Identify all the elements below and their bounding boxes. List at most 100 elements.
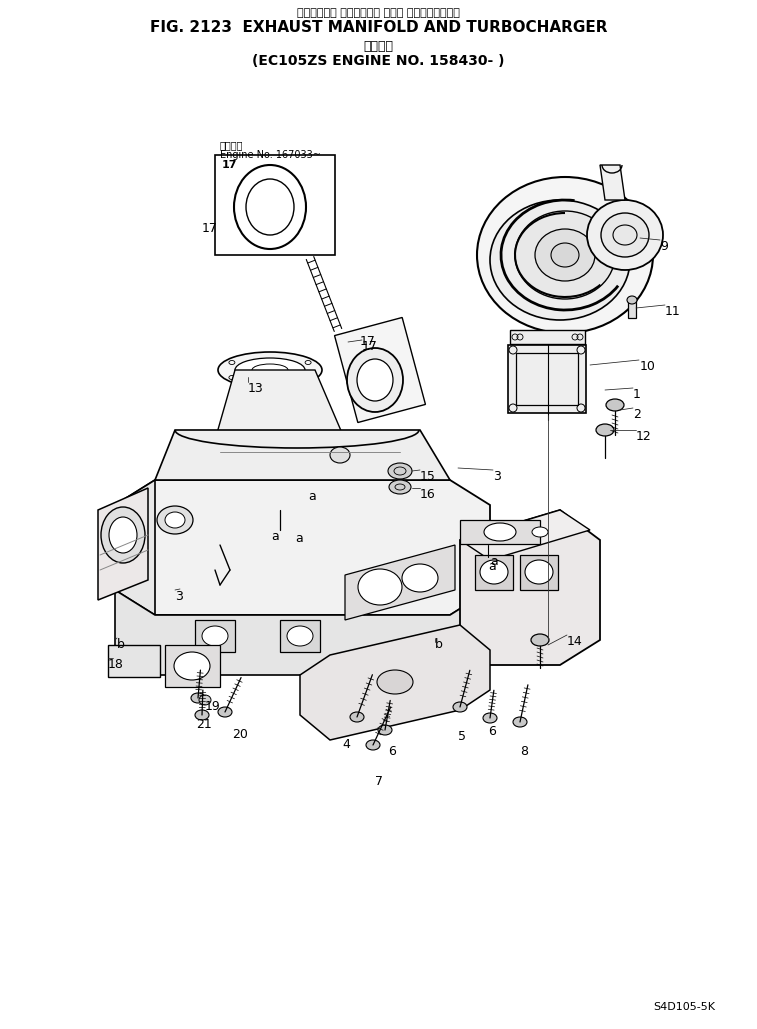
Ellipse shape — [480, 560, 508, 584]
Ellipse shape — [525, 560, 553, 584]
Text: 17: 17 — [202, 222, 218, 235]
Bar — [165, 645, 220, 687]
Ellipse shape — [287, 626, 313, 646]
Text: FIG. 2123  EXHAUST MANIFOLD AND TURBOCHARGER: FIG. 2123 EXHAUST MANIFOLD AND TURBOCHAR… — [150, 20, 607, 35]
Ellipse shape — [234, 165, 306, 249]
Polygon shape — [98, 488, 148, 600]
Text: a: a — [490, 555, 498, 568]
Ellipse shape — [389, 480, 411, 494]
Polygon shape — [225, 465, 345, 500]
Text: 6: 6 — [488, 725, 496, 738]
Polygon shape — [600, 165, 625, 200]
Ellipse shape — [596, 424, 614, 436]
Text: 17: 17 — [360, 335, 376, 348]
Text: 16: 16 — [420, 488, 436, 501]
Polygon shape — [115, 480, 490, 615]
Ellipse shape — [358, 569, 402, 605]
Bar — [195, 620, 235, 652]
Text: a: a — [308, 490, 316, 503]
Ellipse shape — [165, 512, 185, 528]
Text: エキゾースト マニホールド および ターボチャージャ: エキゾースト マニホールド および ターボチャージャ — [297, 8, 460, 17]
Text: 19: 19 — [205, 700, 221, 713]
Text: Engine No. 167033~: Engine No. 167033~ — [220, 150, 321, 159]
Text: 11: 11 — [665, 305, 681, 318]
Ellipse shape — [606, 399, 624, 411]
Text: 2: 2 — [633, 409, 641, 421]
Polygon shape — [300, 625, 490, 740]
Text: 1: 1 — [633, 388, 641, 401]
Text: 17: 17 — [362, 340, 378, 353]
Ellipse shape — [388, 463, 412, 480]
Ellipse shape — [587, 200, 663, 270]
Text: 適用号機: 適用号機 — [220, 140, 244, 150]
Ellipse shape — [483, 713, 497, 723]
Ellipse shape — [218, 707, 232, 717]
Ellipse shape — [347, 348, 403, 412]
Bar — [628, 300, 636, 318]
Bar — [215, 155, 335, 255]
Bar — [228, 497, 253, 512]
Ellipse shape — [366, 740, 380, 750]
Text: 17: 17 — [222, 159, 238, 170]
Bar — [335, 318, 425, 423]
Polygon shape — [115, 590, 490, 675]
Text: 18: 18 — [108, 658, 124, 671]
Ellipse shape — [484, 523, 516, 541]
Ellipse shape — [101, 507, 145, 563]
Text: a: a — [271, 530, 279, 543]
Ellipse shape — [627, 296, 637, 304]
Ellipse shape — [246, 179, 294, 235]
Ellipse shape — [535, 229, 595, 281]
Ellipse shape — [551, 243, 579, 267]
Bar — [108, 645, 160, 677]
Ellipse shape — [532, 527, 548, 537]
Text: a: a — [488, 560, 496, 573]
Ellipse shape — [330, 447, 350, 463]
Text: 15: 15 — [420, 470, 436, 483]
Ellipse shape — [378, 725, 392, 735]
Text: b: b — [117, 638, 125, 651]
Ellipse shape — [357, 359, 393, 401]
Ellipse shape — [191, 693, 205, 703]
Ellipse shape — [515, 211, 615, 299]
Text: (EC105ZS ENGINE NO. 158430- ): (EC105ZS ENGINE NO. 158430- ) — [252, 54, 505, 68]
Ellipse shape — [202, 626, 228, 646]
Ellipse shape — [402, 564, 438, 592]
Ellipse shape — [235, 358, 305, 382]
Polygon shape — [215, 370, 345, 470]
Ellipse shape — [531, 634, 549, 646]
Bar — [508, 345, 586, 413]
Ellipse shape — [513, 717, 527, 728]
Bar — [510, 330, 585, 344]
Text: a: a — [295, 532, 303, 545]
Ellipse shape — [195, 710, 209, 720]
Polygon shape — [460, 510, 590, 560]
Text: 3: 3 — [493, 470, 501, 483]
Text: b: b — [435, 638, 443, 651]
Ellipse shape — [218, 352, 322, 388]
Bar — [460, 520, 540, 544]
Bar — [520, 555, 558, 590]
Ellipse shape — [601, 213, 649, 257]
Text: 10: 10 — [640, 360, 656, 372]
Ellipse shape — [174, 652, 210, 680]
Ellipse shape — [109, 517, 137, 553]
Text: 12: 12 — [636, 430, 652, 443]
Text: 5: 5 — [458, 730, 466, 743]
Text: 4: 4 — [342, 738, 350, 751]
Bar — [280, 620, 320, 652]
Polygon shape — [115, 480, 155, 615]
Polygon shape — [345, 545, 455, 620]
Text: 9: 9 — [660, 240, 668, 253]
Polygon shape — [155, 430, 450, 480]
Text: 14: 14 — [567, 635, 583, 648]
Text: 6: 6 — [388, 745, 396, 758]
Ellipse shape — [453, 702, 467, 712]
Text: 21: 21 — [196, 718, 212, 731]
Text: 適用号機: 適用号機 — [363, 40, 394, 54]
Text: 20: 20 — [232, 728, 248, 741]
Ellipse shape — [377, 670, 413, 694]
Bar — [516, 353, 578, 405]
Ellipse shape — [157, 506, 193, 534]
Text: S4D105-5K: S4D105-5K — [653, 1002, 715, 1012]
